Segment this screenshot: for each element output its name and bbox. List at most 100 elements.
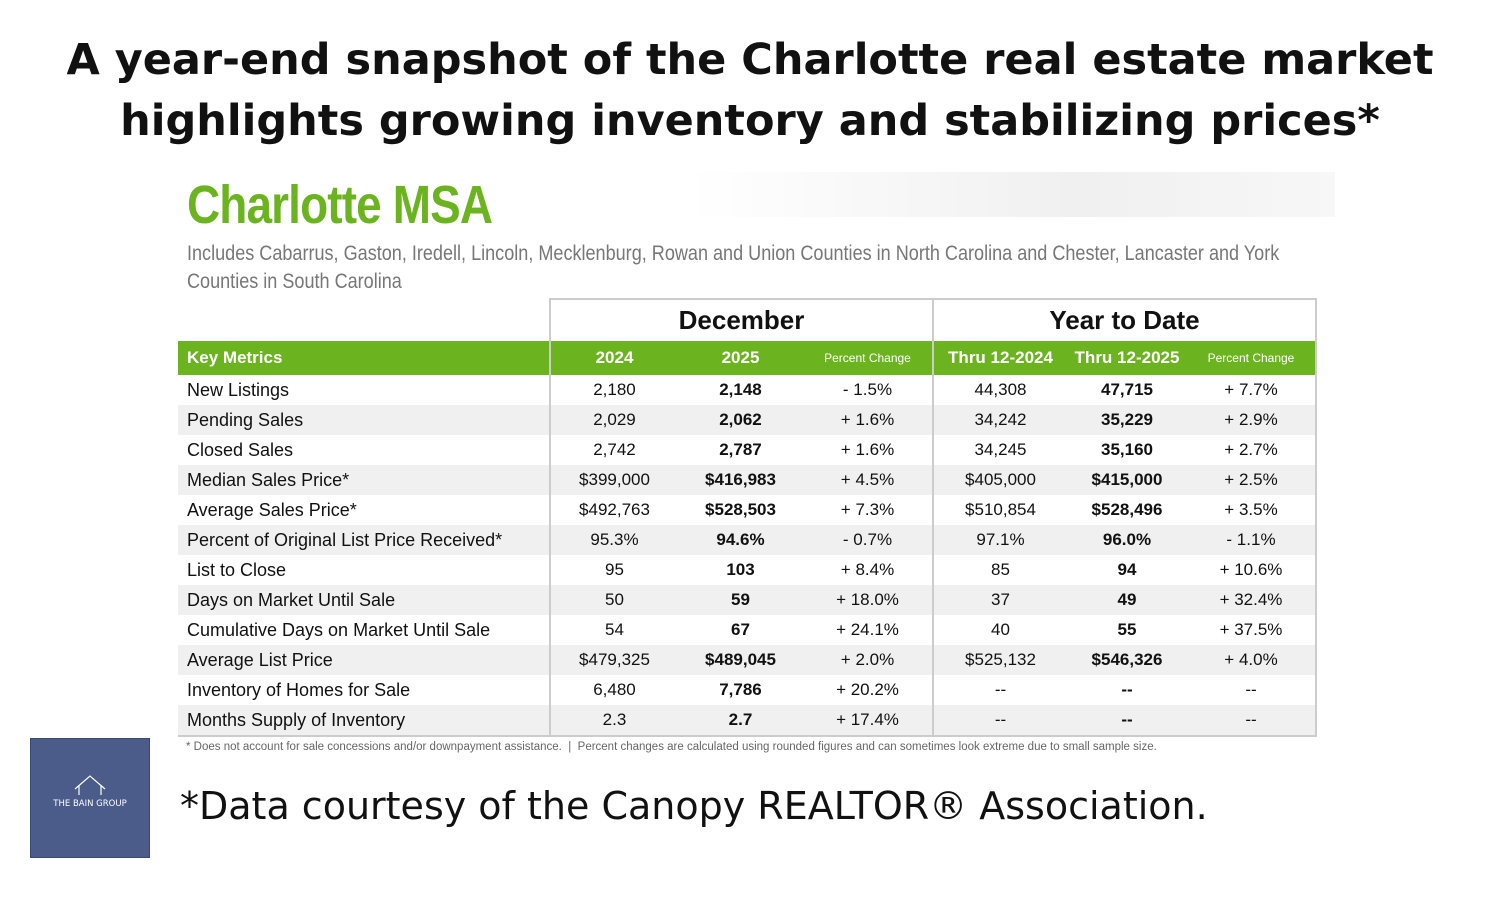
metric-value: + 1.6%	[840, 440, 895, 459]
metric-value: 67	[731, 620, 750, 639]
column-header-row: Key Metrics 2024 2025 Percent Change Thru 12…	[178, 341, 1317, 375]
metric-label: New Listings	[187, 379, 290, 400]
metric-value: $492,763	[549, 495, 678, 525]
metric-value: $528,496	[1091, 500, 1163, 519]
metric-value: 2.3	[549, 705, 678, 737]
metric-value: 96.0%	[1067, 525, 1187, 555]
metric-value: + 2.7%	[1187, 435, 1317, 465]
metric-label: Cumulative Days on Market Until Sale	[187, 619, 491, 640]
logo-house	[74, 775, 106, 795]
metric-value: 37	[932, 585, 1067, 615]
metric-value: $528,503	[705, 500, 776, 519]
column-header: Thru 12-2025	[1067, 341, 1187, 375]
table-row: Cumulative Days on Market Until Sale 54 67…	[178, 615, 1317, 645]
metric-value: - 0.7%	[803, 525, 933, 555]
metric-value: 7,786	[719, 680, 762, 699]
metric-value: + 2.9%	[1187, 405, 1317, 435]
metric-value: + 2.5%	[1187, 465, 1317, 495]
table-row: Average List Price $479,325 $489,045 + 2.0%…	[178, 645, 1317, 675]
metric-value: $416,983	[678, 465, 803, 495]
metric-value: 2,148	[719, 380, 762, 399]
group-header: Year to Date	[932, 298, 1317, 341]
courtesy-note: *Data courtesy of the Canopy REALTOR® As…	[180, 784, 1208, 828]
metric-value: 2,062	[678, 405, 803, 435]
headline: A year-end snapshot of the Charlotte rea…	[0, 30, 1500, 152]
blank-cell	[178, 299, 550, 341]
metric-value: $510,854	[932, 495, 1067, 525]
metric-value: --	[1067, 705, 1187, 737]
metric-label: Median Sales Price*	[178, 465, 550, 495]
metric-value: + 32.4%	[1187, 585, 1317, 615]
metric-value: 35,229	[1067, 405, 1187, 435]
metric-value: + 18.0%	[803, 585, 933, 615]
metric-value: 2.7	[678, 705, 803, 737]
metric-value: 47,715	[1101, 380, 1153, 399]
metric-label: Inventory of Homes for Sale	[187, 679, 411, 700]
metric-value: - 1.1%	[1187, 525, 1317, 555]
metric-value: + 7.7%	[1187, 375, 1317, 405]
table-row: Median Sales Price* $399,000 $416,983 + 4.5…	[178, 465, 1317, 495]
column-header: Key Metrics	[178, 341, 550, 375]
metric-value: + 20.2%	[836, 680, 899, 699]
metric-label: Days on Market Until Sale	[178, 585, 550, 615]
metric-value: --	[932, 705, 1067, 737]
metric-label: Percent of Original List Price Received*	[178, 525, 550, 555]
metric-value: $415,000	[1067, 465, 1187, 495]
metric-value: $399,000	[549, 465, 678, 495]
footnote: * Does not account for sale concessions …	[186, 741, 1157, 753]
metric-value: 34,245	[932, 435, 1067, 465]
metric-label: Months Supply of Inventory	[178, 705, 550, 737]
metric-value: + 7.3%	[840, 500, 895, 519]
metric-value: 49	[1067, 585, 1187, 615]
metric-value: 95.3%	[549, 525, 678, 555]
metric-value: --	[1187, 705, 1317, 737]
metric-value: 35,160	[1101, 440, 1153, 459]
metric-value: 54	[549, 615, 678, 645]
table-row: Pending Sales 2,029 2,062 + 1.6% 34,242 35,22…	[178, 405, 1317, 435]
column-header: Percent Change	[1187, 341, 1317, 375]
headline-line: A year-end snapshot of the Charlotte rea…	[66, 35, 1434, 85]
table-row: Percent of Original List Price Received*…	[178, 525, 1317, 555]
group-header-row: December Year to Date	[178, 298, 1317, 341]
metric-value: $489,045	[678, 645, 803, 675]
metric-value: 97.1%	[932, 525, 1067, 555]
table-row: List to Close 95 103 + 8.4% 85 94 + 10.6%	[178, 555, 1317, 585]
metric-value: 2,787	[719, 440, 762, 459]
headline-line: highlights growing inventory and stabili…	[120, 96, 1380, 146]
report-subtitle: Includes Cabarrus, Gaston, Iredell, Linc…	[187, 242, 1280, 293]
table-row: Days on Market Until Sale 50 59 + 18.0% 37 49…	[178, 585, 1317, 615]
column-header: 2024	[549, 341, 678, 375]
table-row: Closed Sales 2,742 2,787 + 1.6% 34,245 35,160…	[178, 435, 1317, 465]
report-title: Charlotte MSA	[187, 175, 493, 235]
logo-text: THE BAIN GROUP	[53, 799, 127, 809]
metric-value: 6,480	[549, 675, 678, 705]
metric-value: + 24.1%	[836, 620, 899, 639]
metric-value: + 3.5%	[1187, 495, 1317, 525]
metric-value: 2,742	[549, 435, 678, 465]
logo: THE BAIN GROUP	[30, 738, 150, 858]
metric-value: 103	[726, 560, 755, 579]
table-row: Average Sales Price* $492,763 $528,503 + 7.…	[178, 495, 1317, 525]
metric-value: + 10.6%	[1187, 555, 1317, 585]
table-body: New Listings 2,180 2,148 - 1.5% 44,308 47,715…	[178, 375, 1317, 737]
table-row: Months Supply of Inventory 2.3 2.7 + 17.4% -…	[178, 705, 1317, 737]
metric-value: --	[1187, 675, 1317, 705]
column-header: Thru 12-2024	[932, 341, 1067, 375]
metric-value: + 4.0%	[1187, 645, 1317, 675]
metric-value: + 1.6%	[803, 405, 933, 435]
metric-label: Average Sales Price*	[187, 499, 357, 520]
metric-value: + 37.5%	[1187, 615, 1317, 645]
metric-value: 50	[549, 585, 678, 615]
metric-value: 2,180	[549, 375, 678, 405]
metric-value: 59	[678, 585, 803, 615]
metric-value: 94	[1117, 560, 1137, 579]
metric-label: List to Close	[187, 559, 287, 580]
panel-shade	[690, 172, 1335, 217]
metrics-table: December Year to Date Key Metrics 2024 202…	[178, 298, 1317, 737]
metric-value: $405,000	[932, 465, 1067, 495]
column-header: 2025	[678, 341, 803, 375]
column-header: Percent Change	[803, 341, 933, 375]
metric-value: $546,326	[1067, 645, 1187, 675]
